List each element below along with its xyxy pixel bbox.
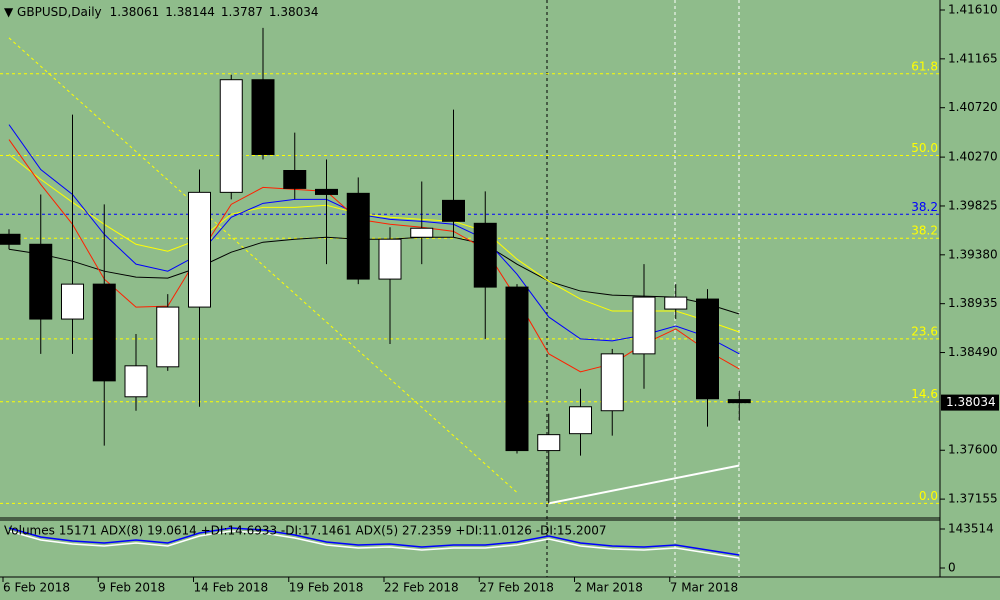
y-tick-label: 1.40270 [948, 150, 998, 164]
x-tick-label: 2 Mar 2018 [575, 581, 643, 595]
fib-label: 14.6 [911, 387, 938, 401]
candle-body [0, 233, 21, 245]
x-tick-label: 14 Feb 2018 [194, 581, 269, 595]
low-value: 1.3787 [221, 5, 263, 19]
moving-average [8, 154, 740, 333]
y-tick-label: 1.41610 [948, 2, 998, 16]
indicator-tick-label: 0 [948, 561, 956, 575]
candle-body [664, 296, 688, 310]
fib-label: 23.6 [911, 324, 938, 338]
header-arrow: ▼ [4, 5, 17, 19]
fib-label: 38.2 [911, 200, 938, 214]
candle-body [124, 365, 148, 398]
x-tick-label: 7 Mar 2018 [670, 581, 738, 595]
x-tick-label: 6 Feb 2018 [3, 581, 70, 595]
price-label-box [941, 394, 999, 411]
candle-body [315, 188, 338, 195]
candle-body [569, 406, 592, 435]
trendline [548, 464, 740, 505]
fib-label: 0.0 [919, 489, 938, 503]
y-tick-label: 1.38490 [948, 345, 998, 359]
high-value: 1.38144 [165, 5, 215, 19]
candle-body [378, 238, 402, 280]
fib-label: 38.2 [911, 224, 938, 238]
moving-average [8, 236, 740, 315]
close-value: 1.38034 [269, 5, 319, 19]
candle-body [29, 243, 53, 320]
candle-body [346, 192, 370, 280]
indicator-line [8, 527, 740, 556]
candle-body [537, 434, 561, 452]
candle-body [473, 222, 497, 288]
candle-body [61, 283, 84, 320]
fib-label: 61.8 [911, 59, 938, 73]
candle-body [410, 227, 434, 238]
candle-body [156, 306, 180, 368]
symbol: GBPUSD,Daily [17, 5, 102, 19]
candle-body [696, 298, 719, 400]
indicator-tick-label: 143514 [948, 522, 994, 536]
fib-label: 50.0 [911, 141, 938, 155]
y-tick-label: 1.37155 [948, 492, 998, 506]
chart-header: ▼ GBPUSD,Daily 1.38061 1.38144 1.3787 1.3803… [4, 5, 319, 19]
candle-body [632, 296, 656, 355]
y-tick-label: 1.37600 [948, 443, 998, 457]
y-tick-label: 1.38935 [948, 296, 998, 310]
y-tick-label: 1.41165 [948, 51, 998, 65]
open-value: 1.38061 [110, 5, 160, 19]
candle-body [505, 286, 529, 452]
y-tick-label: 1.39825 [948, 198, 998, 212]
indicator-header: Volumes 15171 ADX(8) 19.0614 +DI:14.6933… [4, 524, 607, 538]
candle-body [600, 353, 624, 412]
candle-body [219, 79, 243, 193]
y-tick-label: 1.40720 [948, 100, 998, 114]
x-tick-label: 9 Feb 2018 [98, 581, 165, 595]
candle-body [727, 399, 751, 404]
price-label: 1.38034 [946, 395, 996, 409]
indicator-line [8, 530, 740, 559]
candle-body [251, 79, 275, 155]
moving-average [8, 124, 740, 355]
x-tick-label: 19 Feb 2018 [289, 581, 364, 595]
candle-body [283, 170, 307, 189]
candle-body [188, 191, 211, 308]
x-tick-label: 22 Feb 2018 [384, 581, 459, 595]
candle-body [92, 283, 116, 382]
candle-body [442, 199, 465, 222]
x-tick-label: 27 Feb 2018 [479, 581, 554, 595]
y-tick-label: 1.39380 [948, 247, 998, 261]
